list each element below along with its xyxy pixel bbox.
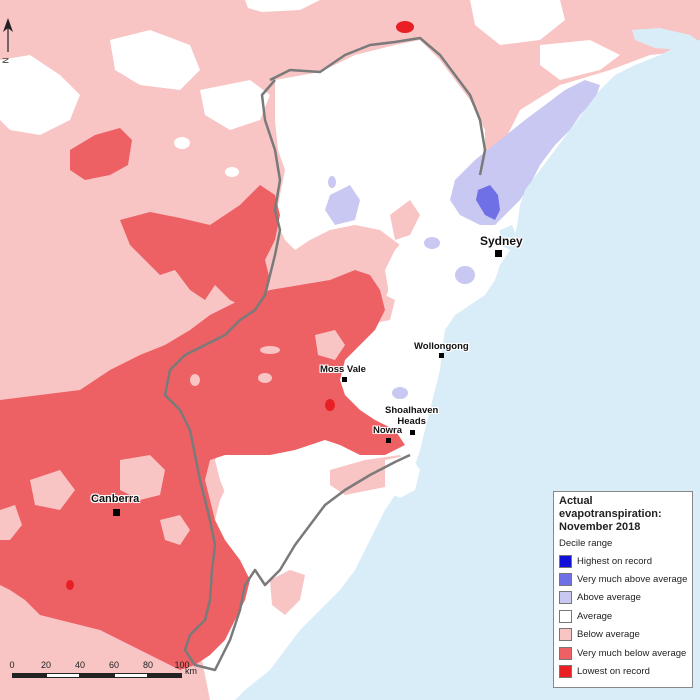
legend-swatch [559,591,572,605]
region-below-average-sw-hole-3 [160,515,190,545]
region-below-average-small-hole-1 [258,373,272,383]
scale-tick-100: 100 [174,660,190,670]
city-label-sydney: Sydney [480,234,523,248]
scale-tick-20: 20 [40,660,52,670]
region-below-average-sw-hole-1 [120,455,165,500]
scale-segment-5 [148,673,182,678]
city-marker-wollongong [439,353,444,358]
region-very-much-below-average-west-2 [120,185,280,310]
scale-segment-3 [80,673,114,678]
legend-title: Actual evapotranspiration: November 2018 [559,495,662,533]
scale-bar: 0 20 40 60 80 100 km [8,660,208,684]
region-below-average-sw-hole-4 [0,505,22,540]
scale-tick-40: 40 [74,660,86,670]
legend-swatch [559,609,572,623]
region-average-nne [470,0,565,45]
region-average-nw [0,55,80,135]
city-marker-canberra [113,509,120,516]
scale-tick-80: 80 [142,660,154,670]
legend-subtitle: Decile range [559,538,613,549]
region-above-average-west-1 [325,185,360,225]
scale-tick-0: 0 [9,660,15,670]
legend-swatch [559,573,572,587]
legend: Actual evapotranspiration: November 2018… [553,491,693,688]
region-lowest-on-record-1 [325,399,335,411]
legend-label: Lowest on record [577,666,650,678]
region-below-average-small-hole-2 [260,346,280,354]
region-average-south-coast [385,455,420,498]
legend-item: Highest on record [559,552,687,570]
legend-label: Very much below average [577,647,687,659]
region-average-small-1 [174,137,190,149]
region-very-much-above-average [476,185,500,220]
legend-item: Average [559,607,687,625]
region-above-average-small-1 [424,237,440,249]
city-marker-moss-vale [342,377,347,382]
scale-segment-1 [12,673,46,678]
scale-unit: km [185,666,197,676]
scale-tick-60: 60 [108,660,120,670]
city-marker-shoalhaven-heads [410,430,415,435]
legend-swatch [559,646,572,660]
region-lowest-on-record-2 [66,580,74,590]
legend-item: Very much below average [559,644,687,662]
region-average-small-2 [225,167,239,177]
north-arrow-label: N [1,57,11,64]
region-above-average-small-4 [328,176,336,188]
legend-items: Highest on record Very much above averag… [559,552,687,681]
region-average-n1 [110,30,200,90]
region-very-much-below-average-southwest [0,270,405,670]
region-below-average-small-hole-3 [190,374,200,386]
city-label-shoalhaven-heads: Shoalhaven Heads [385,405,439,427]
legend-label: Below average [577,629,640,641]
legend-swatch [559,554,572,568]
legend-item: Very much above average [559,570,687,588]
region-average-n2 [200,80,270,130]
legend-swatch [559,665,572,679]
coast-detail-sydney [500,225,518,250]
legend-label: Highest on record [577,555,652,567]
city-label-moss-vale: Moss Vale [320,364,366,375]
legend-item: Below average [559,626,687,644]
city-label-canberra: Canberra [91,493,140,505]
region-above-average-small-2 [455,266,475,284]
region-below-average-central-patch [390,200,420,240]
region-lowest-on-record-3 [396,21,414,33]
legend-swatch [559,628,572,642]
city-label-wollongong: Wollongong [414,341,469,352]
scale-segment-4 [114,673,148,678]
scale-segment-2 [46,673,80,678]
city-marker-sydney [495,250,502,257]
region-average-ne [540,40,620,80]
region-below-average-south-coast [270,570,305,615]
region-above-average-small-3 [392,387,408,399]
legend-item: Lowest on record [559,662,687,680]
state-border [163,36,487,672]
legend-label: Average [577,610,613,622]
city-marker-nowra [386,438,391,443]
legend-label: Very much above average [577,574,688,586]
region-below-average-moss-vale-hole [315,330,345,360]
region-below-average-sw-hole-2 [30,470,75,510]
legend-label: Above average [577,592,641,604]
legend-item: Above average [559,589,687,607]
north-arrow-icon: N [1,18,14,68]
city-label-nowra: Nowra [373,425,403,436]
coast-detail-islands [632,28,700,50]
region-very-much-below-average-west [70,128,132,180]
